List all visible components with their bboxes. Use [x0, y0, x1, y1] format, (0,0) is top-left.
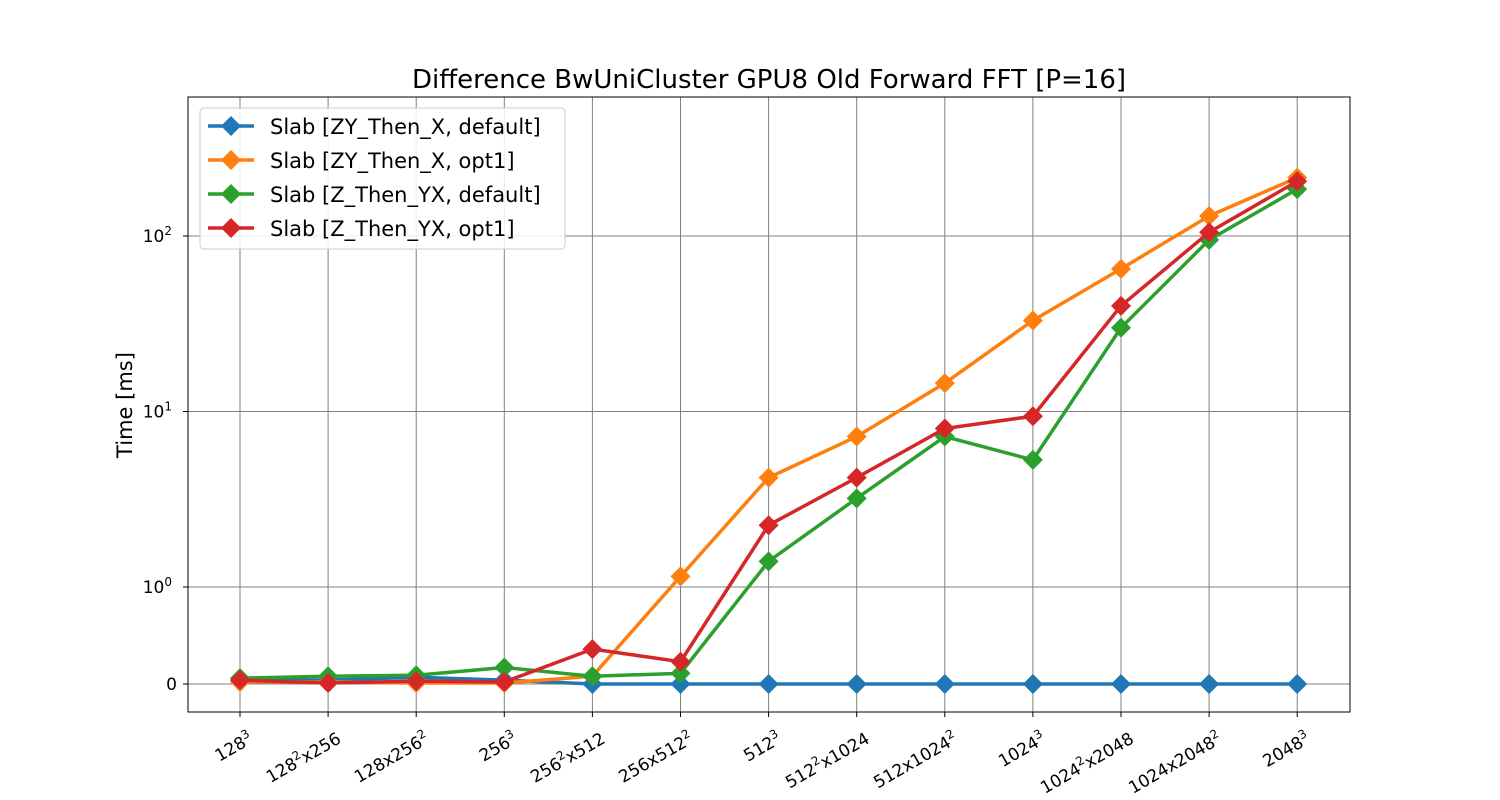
series-layer — [230, 167, 1308, 694]
legend-label: Slab [ZY_Then_X, opt1] — [270, 149, 515, 174]
data-point — [318, 673, 339, 694]
y-tick-label: 102 — [143, 224, 172, 247]
legend-marker — [221, 184, 241, 204]
legend-label: Slab [Z_Then_YX, opt1] — [270, 217, 515, 242]
x-tick-label: 1282x256 — [262, 726, 345, 787]
data-point — [670, 566, 691, 587]
x-tick-label: 256x5122 — [614, 726, 697, 787]
data-point — [1022, 310, 1043, 331]
y-axis: 0 100 101 102 — [143, 224, 188, 695]
data-point — [758, 467, 779, 488]
data-point — [1199, 674, 1220, 694]
data-point — [1111, 674, 1131, 694]
data-point — [934, 674, 955, 694]
y-tick-label: 101 — [143, 400, 172, 423]
x-tick-label: 1024x20482 — [1124, 726, 1226, 798]
x-tick-label: 5122x1024 — [781, 726, 873, 793]
data-point — [846, 488, 867, 509]
data-point — [670, 651, 691, 672]
y-tick-label: 100 — [143, 575, 172, 598]
x-tick-label: 1283 — [210, 726, 256, 766]
data-point — [582, 639, 603, 660]
legend-item: Slab [Z_Then_YX, opt1] — [208, 217, 515, 242]
data-point — [230, 670, 250, 691]
data-point — [846, 467, 867, 488]
data-point — [582, 666, 603, 687]
legend-marker — [221, 150, 241, 170]
legend-item: Slab [ZY_Then_X, opt1] — [208, 149, 515, 174]
data-point — [1287, 674, 1308, 694]
x-tick-label: 20483 — [1258, 726, 1314, 771]
x-tick-label: 2562x512 — [526, 726, 609, 787]
data-point — [1199, 206, 1220, 227]
series-4 — [230, 171, 1308, 694]
x-tick-label: 512x10242 — [869, 726, 961, 793]
data-point — [1022, 406, 1043, 427]
data-point — [758, 515, 779, 536]
data-point — [934, 373, 955, 394]
data-point — [1022, 449, 1043, 470]
data-point — [670, 663, 691, 684]
legend-item: Slab [ZY_Then_X, default] — [208, 115, 541, 140]
x-tick-label: 10242x2048 — [1036, 726, 1138, 798]
legend: Slab [ZY_Then_X, default] Slab [ZY_Then_X… — [199, 107, 566, 250]
data-point — [1111, 317, 1131, 338]
data-point — [846, 674, 867, 694]
x-tick-label: 10243 — [994, 726, 1050, 771]
data-point — [1022, 674, 1043, 694]
data-point — [406, 671, 427, 692]
data-point — [1111, 295, 1131, 316]
data-point — [1287, 171, 1308, 192]
legend-item: Slab [Z_Then_YX, default] — [208, 183, 541, 208]
chart-title: Difference BwUniCluster GPU8 Old Forward… — [412, 65, 1126, 95]
data-point — [494, 672, 515, 693]
data-point — [1111, 258, 1131, 279]
data-point — [934, 418, 955, 439]
legend-box — [199, 107, 566, 250]
data-point — [758, 551, 779, 572]
x-tick-label: 128x2562 — [350, 726, 433, 787]
x-tick-label: 5123 — [739, 726, 785, 766]
data-point — [1199, 222, 1220, 243]
data-point — [846, 426, 867, 447]
y-tick-label: 0 — [166, 675, 177, 695]
y-axis-title: Time [ms] — [113, 352, 137, 459]
data-point — [494, 657, 515, 678]
data-point — [670, 674, 691, 694]
x-tick-label: 2563 — [475, 726, 521, 766]
legend-label: Slab [Z_Then_YX, default] — [270, 183, 541, 208]
legend-label: Slab [ZY_Then_X, default] — [270, 115, 541, 140]
legend-marker — [221, 218, 241, 238]
data-point — [758, 674, 779, 694]
legend-marker — [221, 116, 241, 136]
